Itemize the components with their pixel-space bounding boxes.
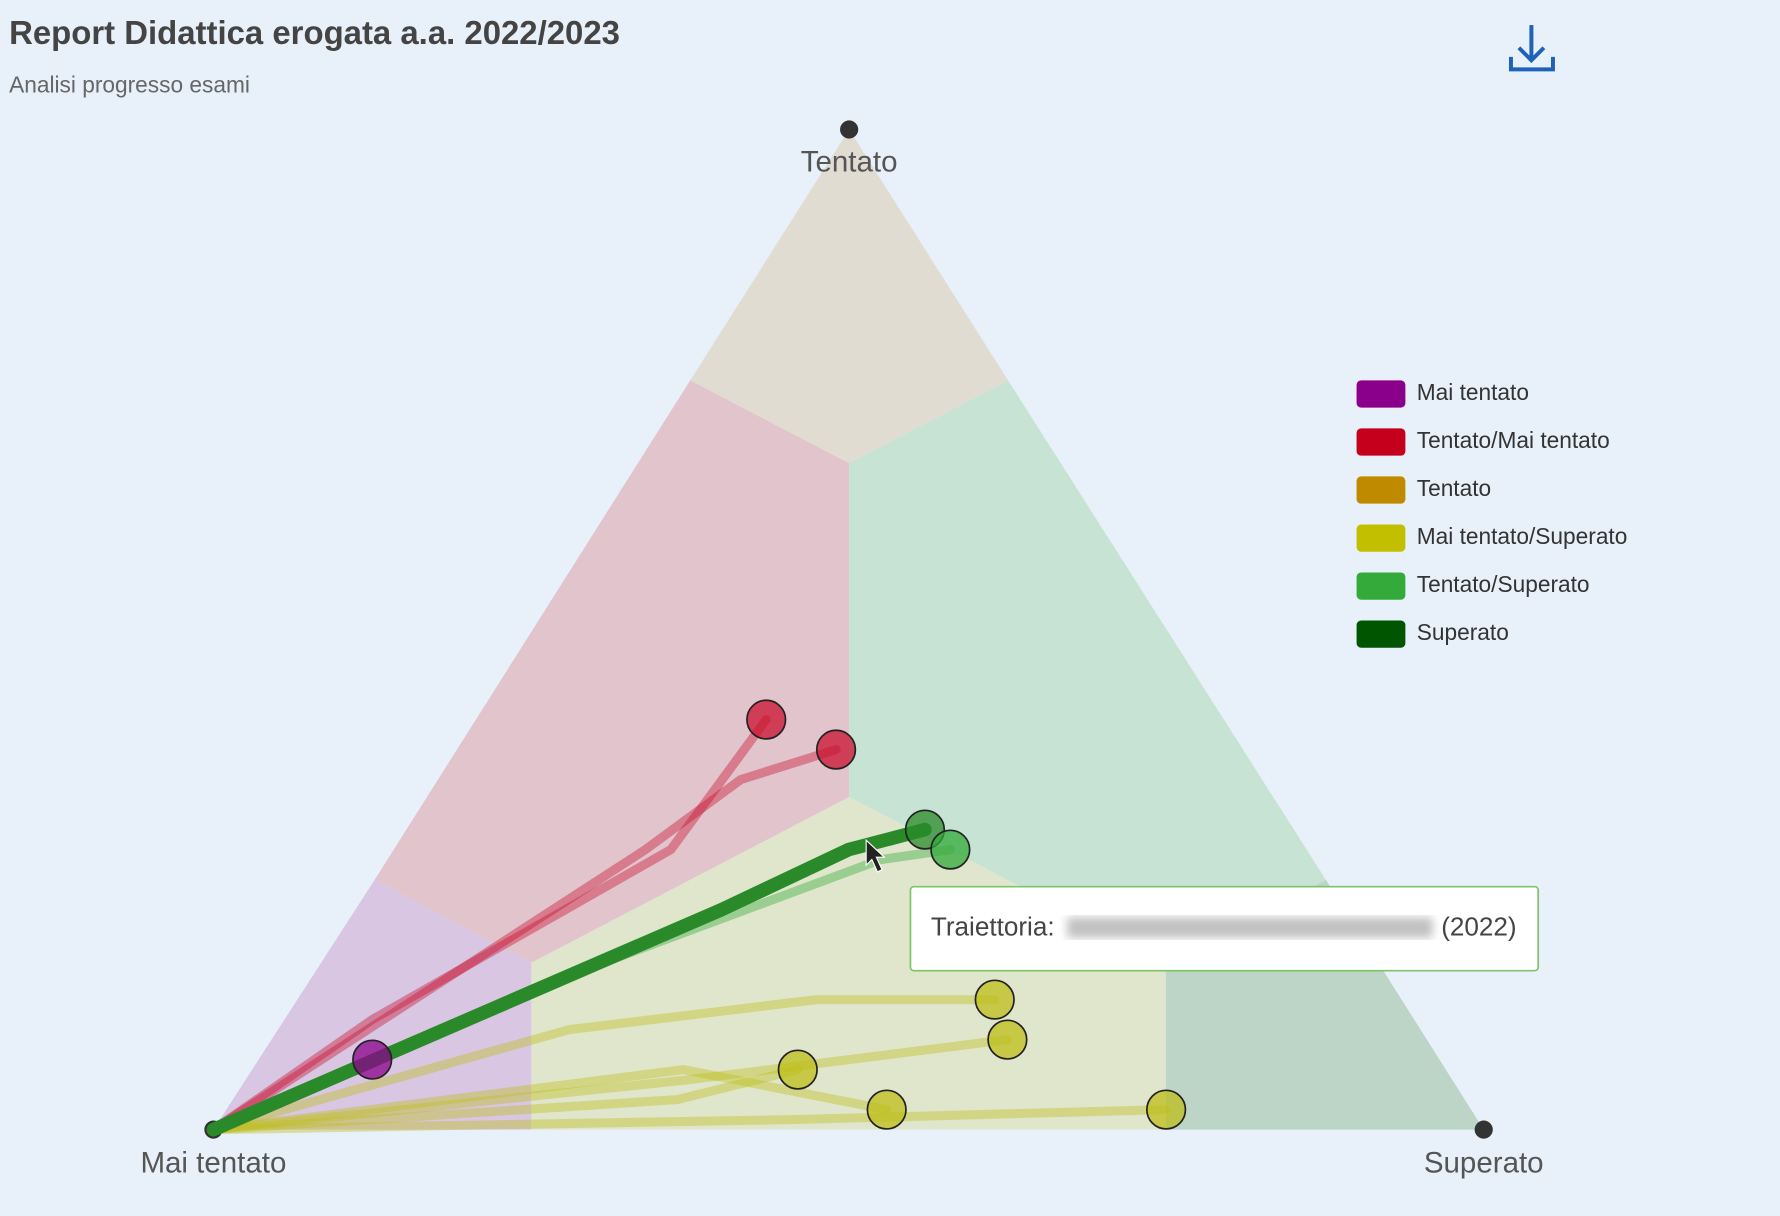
redacted [1067, 917, 1433, 938]
trajectory [208, 715, 771, 1135]
download-icon [1508, 56, 1555, 72]
corner-label: Superato [1424, 1147, 1544, 1180]
chart-subtitle: Analisi progresso esami [9, 71, 250, 97]
legend-swatch [1356, 524, 1406, 552]
legend-label: Tentato [1417, 475, 1491, 501]
trajectory-end [974, 979, 1015, 1020]
trajectory [208, 745, 841, 1135]
legend-swatch [1356, 620, 1406, 648]
legend-swatch [1356, 476, 1406, 504]
legend-label: Superato [1417, 619, 1509, 645]
trajectory [208, 1035, 1012, 1135]
trajectory [208, 1065, 892, 1135]
chart-title: Report Didattica erogata a.a. 2022/2023 [9, 14, 620, 51]
trajectory-end [352, 1039, 393, 1080]
download-icon [1517, 46, 1546, 64]
tooltip-label: Traiettoria: [931, 912, 1055, 942]
trajectory-end [746, 699, 787, 740]
tooltip-suffix: (2022) [1441, 912, 1516, 942]
trajectory [206, 822, 932, 1137]
corner-dot [1474, 1120, 1493, 1139]
regions [213, 129, 1484, 1130]
region [374, 380, 850, 963]
trajectory-end [777, 1049, 818, 1090]
tooltip: Traiettoria: (2022) [909, 885, 1540, 972]
trajectory-end [1145, 1089, 1187, 1130]
corner-label: Mai tentato [140, 1147, 286, 1180]
plot: Mai tentato Tentato Superato [140, 120, 1544, 1180]
region [849, 380, 1326, 963]
trajectory [208, 1105, 1171, 1135]
legend-label: Tentato/Mai tentato [1417, 427, 1610, 453]
legend-swatch [1356, 572, 1406, 600]
legend-label: Mai tentato/Superato [1417, 523, 1628, 549]
trajectory [208, 1065, 803, 1135]
trajectory-end [987, 1019, 1028, 1060]
region [213, 879, 532, 1130]
trajectory [208, 995, 1000, 1135]
trajectory-end [815, 729, 857, 770]
legend-swatch [1356, 428, 1406, 456]
trajectory-end [930, 829, 971, 870]
trajectory-end [866, 1089, 907, 1130]
legend-label: Tentato/Superato [1417, 571, 1590, 597]
corner-label: Tentato [801, 145, 898, 178]
legend-label: Mai tentato [1417, 379, 1529, 405]
download-button[interactable] [1508, 25, 1555, 72]
region [690, 129, 1009, 464]
legend-swatch [1356, 380, 1406, 408]
cursor [865, 838, 886, 873]
corner-dot [840, 120, 859, 139]
